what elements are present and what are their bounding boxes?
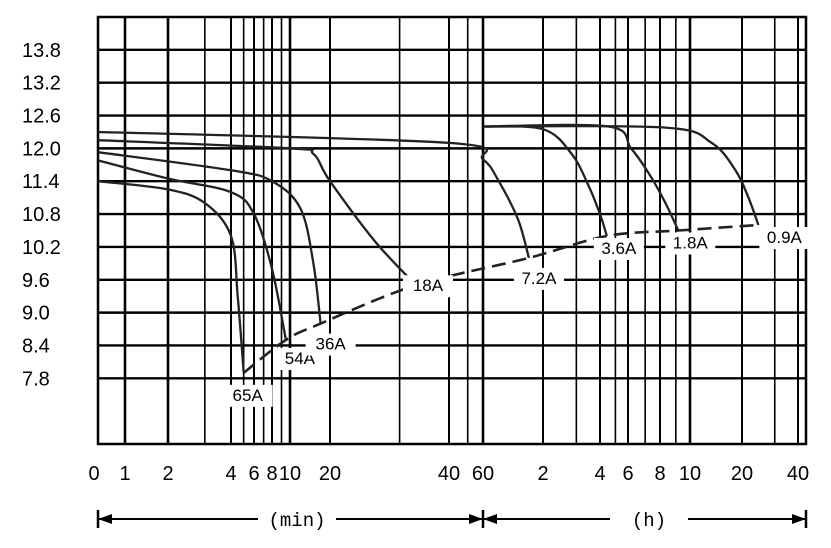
curve-label-bg xyxy=(665,232,716,255)
y-tick-label: 7.8 xyxy=(22,368,50,390)
curve-label: 65A xyxy=(233,386,264,405)
y-tick-label: 12.6 xyxy=(22,106,61,128)
discharge-curve-3_6A xyxy=(482,125,608,237)
curve-label-bg xyxy=(513,267,564,290)
x-tick-label: 8 xyxy=(654,463,665,485)
discharge-curve-1_8A xyxy=(482,123,680,231)
discharge-curve-18A xyxy=(97,139,417,286)
discharge-curve-65A xyxy=(97,180,245,373)
curve-label-bg xyxy=(222,384,273,407)
y-tick-label: 10.8 xyxy=(22,204,61,226)
curve-label-bg xyxy=(593,237,644,260)
end-voltage-line xyxy=(242,223,759,374)
y-tick-label: 8.4 xyxy=(22,335,50,357)
curve-label-bg xyxy=(402,275,453,298)
arrowhead-min-left xyxy=(98,514,112,524)
x-tick-label: 2 xyxy=(162,463,173,485)
x-tick-label: 20 xyxy=(319,463,341,485)
x-tick-label: 8 xyxy=(266,463,277,485)
x-tick-label: 40 xyxy=(438,463,460,485)
discharge-curves xyxy=(97,123,760,373)
arrowhead-min-right xyxy=(469,514,483,524)
minutes-unit-label: (min) xyxy=(268,510,325,532)
x-tick-label: 20 xyxy=(731,463,753,485)
x-tick-label: 1 xyxy=(119,463,130,485)
grid xyxy=(96,15,808,446)
y-tick-label: 13.8 xyxy=(22,40,61,62)
x-tick-label: 6 xyxy=(622,463,633,485)
x-tick-labels: 0 1 2 4 6 8 10 20 40 60 2 4 6 8 10 20 40 xyxy=(88,463,809,485)
x-tick-label: 4 xyxy=(594,463,605,485)
y-tick-label: 11.4 xyxy=(22,171,59,193)
discharge-curve-54A xyxy=(97,159,288,341)
x-tick-label: 6 xyxy=(248,463,259,485)
curve-label-bg xyxy=(305,333,356,356)
x-tick-label: 4 xyxy=(225,463,236,485)
x-tick-label: 10 xyxy=(279,463,301,485)
y-tick-label: 13.2 xyxy=(22,73,61,95)
x-tick-label: 10 xyxy=(679,463,701,485)
time-unit-axis: (min) (h) xyxy=(96,510,808,532)
curve-label: 18A xyxy=(413,276,444,295)
discharge-curve-36A xyxy=(97,151,322,324)
y-tick-labels: 13.8 13.2 12.6 12.0 11.4 10.8 10.2 9.6 9.0 8.4 7.8 xyxy=(22,40,61,390)
y-tick-label: 9.0 xyxy=(22,303,50,325)
cutoff-voltage-line xyxy=(242,223,759,374)
discharge-curve-7_2A xyxy=(97,130,531,259)
arrowhead-h-left xyxy=(483,514,497,524)
x-tick-label: 2 xyxy=(537,463,548,485)
y-tick-label: 9.6 xyxy=(22,270,50,292)
x-tick-label: 40 xyxy=(787,463,809,485)
y-tick-label: 10.2 xyxy=(22,237,61,259)
discharge-curve-0_9A xyxy=(482,124,760,226)
hours-unit-label: (h) xyxy=(632,510,666,532)
curve-label: 1.8A xyxy=(673,234,709,253)
curve-label: 7.2A xyxy=(521,269,557,288)
curve-label: 36A xyxy=(315,335,346,354)
curve-label: 0.9A xyxy=(767,228,803,247)
arrowhead-h-right xyxy=(792,514,806,524)
x-tick-label: 0 xyxy=(88,463,99,485)
y-tick-label: 12.0 xyxy=(22,138,61,160)
curve-label: 3.6A xyxy=(601,239,637,258)
curve-label-bg xyxy=(759,227,810,250)
x-tick-label: 60 xyxy=(472,463,494,485)
